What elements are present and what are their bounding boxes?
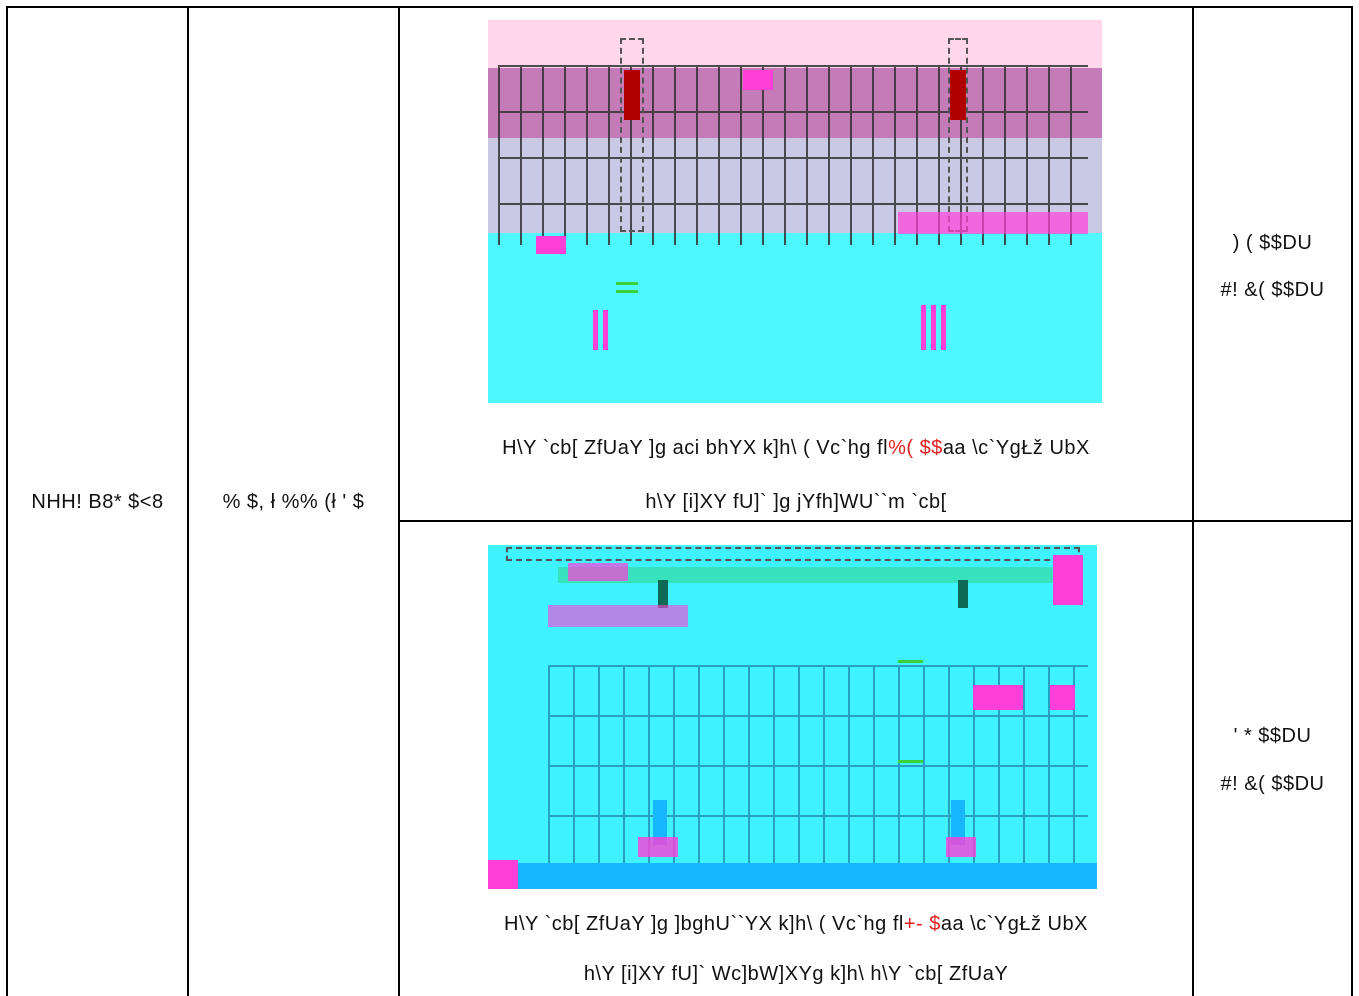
table-border-top [6, 6, 1353, 8]
col-divider-1 [187, 6, 189, 996]
row2-caption-line1: H\Y `cb[ ZfUaY ]g ]bghU``YX k]h\ ( Vc`hg… [504, 913, 1088, 935]
col1-label: NHH! B8* $<8 [31, 491, 164, 513]
table-border-right [1351, 6, 1353, 996]
row1-caption-line2: h\Y [i]XY fU]` ]g jYfh]WU``m `cb[ [645, 491, 947, 513]
row1-right-line1: ) ( $$DU [1232, 232, 1313, 254]
row-divider [398, 520, 1353, 522]
row2-right-line1: ' * $$DU [1233, 725, 1312, 747]
row1-figure [488, 20, 1102, 403]
table-border-left [6, 6, 8, 996]
col-divider-3 [1192, 6, 1194, 996]
col2-label: % $, ł %% (ł ' $ [222, 491, 365, 513]
row2-right-line2: #! &( $$DU [1220, 773, 1325, 795]
row2-figure [488, 545, 1097, 889]
row1-caption-line1: H\Y `cb[ ZfUaY ]g aci bhYX k]h\ ( Vc`hg … [502, 437, 1090, 459]
row2-caption-line2: h\Y [i]XY fU]` Wc]bW]XYg k]h\ h\Y `cb[ Z… [583, 963, 1009, 985]
col-divider-2 [398, 6, 400, 996]
row1-right-line2: #! &( $$DU [1220, 279, 1325, 301]
